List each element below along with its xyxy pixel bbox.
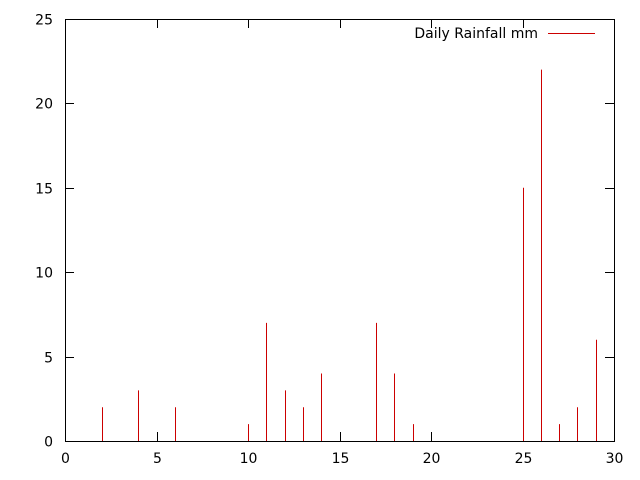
x-tick-label: 15	[332, 451, 350, 467]
y-tick-label: 20	[35, 97, 53, 113]
x-tick-label: 10	[240, 451, 258, 467]
legend: Daily Rainfall mm	[414, 26, 595, 42]
y-tick-label: 25	[35, 13, 53, 29]
y-tick-label: 0	[44, 435, 53, 451]
plot-frame	[65, 19, 615, 442]
x-tick-label: 25	[515, 451, 533, 467]
bars-layer	[102, 69, 597, 441]
x-tick-label: 5	[153, 451, 162, 467]
legend-label: Daily Rainfall mm	[414, 26, 538, 42]
ticks-layer: 0 5 10 15 20 25 0 5 10 15 20 25 30	[35, 13, 623, 468]
x-tick-label: 30	[606, 451, 624, 467]
x-tick-label: 20	[423, 451, 441, 467]
y-tick-label: 5	[44, 351, 53, 367]
y-tick-label: 15	[35, 182, 53, 198]
x-tick-label: 0	[61, 451, 70, 467]
y-tick-label: 10	[35, 266, 53, 282]
